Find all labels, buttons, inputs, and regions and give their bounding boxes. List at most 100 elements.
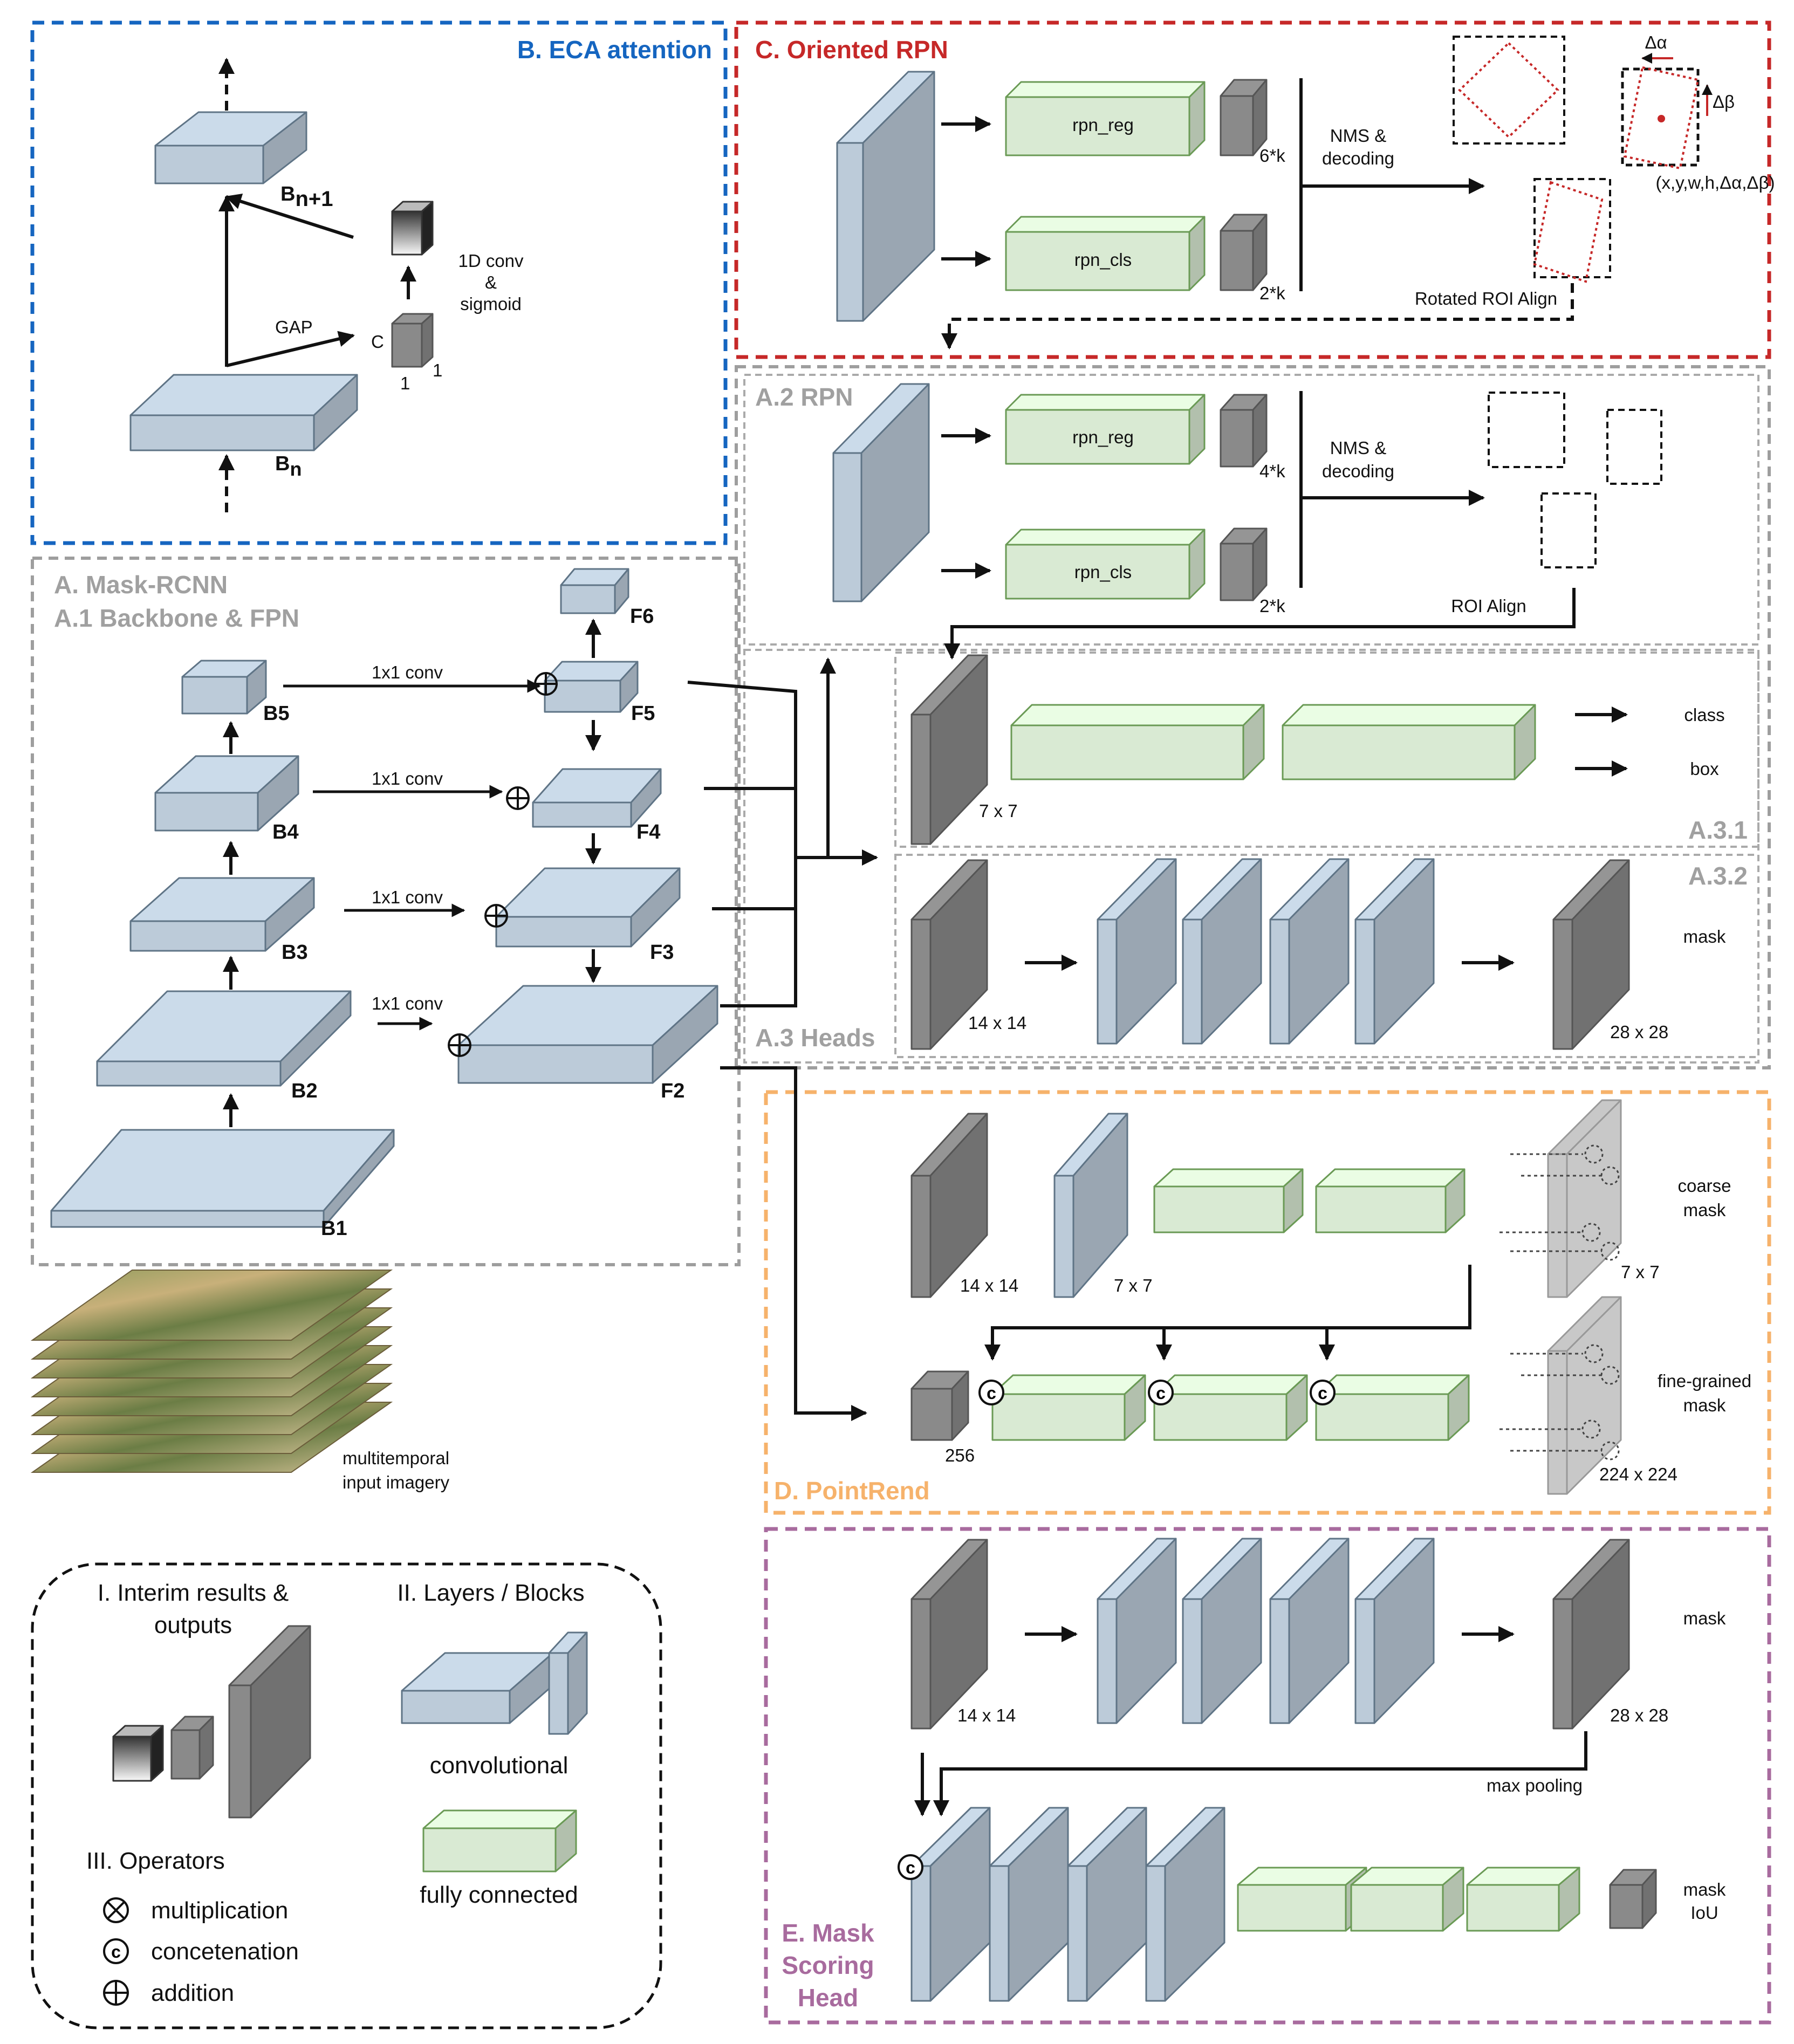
msh-mask-28 (1552, 1539, 1630, 1730)
multiplication-icon (103, 1897, 129, 1923)
orpn-reg-size: 6*k (1259, 146, 1285, 166)
backbone-title: A.1 Backbone & FPN (54, 604, 299, 632)
heads-conv-4 (1354, 858, 1435, 1045)
pr-feedback-line (984, 1265, 1471, 1361)
backbone-b1 (50, 1129, 395, 1228)
eca-conv-line2: & (485, 272, 497, 292)
fpn-f4 (532, 768, 662, 828)
orpn-feature-map (836, 71, 935, 322)
rpn-box-c (1540, 492, 1597, 568)
pointrend-title: D. PointRend (774, 1477, 930, 1505)
bb-label-f4: F4 (636, 821, 660, 843)
pr-coarse-line2: mask (1683, 1200, 1726, 1220)
eca-conv-line3: sigmoid (460, 294, 522, 314)
orpn-params: (x,y,w,h,Δα,Δβ) (1656, 173, 1775, 193)
concat-icon-msh: c (898, 1854, 923, 1880)
pr-point-sampling-marks (1499, 1144, 1620, 1460)
svg-text:c: c (906, 1858, 915, 1877)
input-imagery-stack (30, 1270, 393, 1473)
heads-sub1-frame (894, 651, 1759, 848)
orpn-rotated-b (1623, 66, 1700, 170)
pr-fc-1 (1153, 1168, 1304, 1233)
heads-roi-feature-7 (910, 654, 988, 845)
backbone-b2 (96, 990, 352, 1087)
fpn-f6 (560, 568, 629, 614)
bb-label-b5: B5 (263, 702, 290, 725)
msh-maxpool-label: max pooling (1487, 1775, 1583, 1795)
orpn-roi-dashed-arrow (941, 283, 1574, 349)
pr-fine-line1: fine-grained (1658, 1371, 1751, 1391)
outer-gray-frame (735, 365, 1771, 1069)
heads-size-7: 7 x 7 (979, 801, 1018, 821)
heads-roi-feature-14 (910, 859, 988, 1050)
heads-mask-28 (1552, 859, 1630, 1050)
rpn-roi-align-label: ROI Align (1451, 596, 1526, 616)
rpn-nms-line1: NMS & (1330, 438, 1387, 458)
pr-coarse-line1: coarse (1677, 1176, 1731, 1196)
rpn-rpn-reg-label: rpn_reg (1072, 427, 1134, 447)
eca-vector-c (391, 313, 434, 368)
legend-concatenation: concetenation (151, 1938, 299, 1965)
svg-text:c: c (1156, 1383, 1166, 1403)
eca-conv-line1: 1D conv (458, 251, 524, 271)
rpn-cls-size: 2*k (1259, 596, 1285, 616)
pr-size-14: 14 x 14 (960, 1275, 1018, 1295)
input-caption-line2: input imagery (343, 1472, 450, 1492)
pr-fc-2 (1315, 1168, 1466, 1233)
heads-conv-1 (1097, 858, 1177, 1045)
orpn-frame (734, 20, 1771, 359)
bb-label-b4: B4 (272, 821, 299, 843)
legend-conv-flat (401, 1652, 554, 1724)
pr-fc-3 (991, 1374, 1146, 1441)
eca-frame (30, 20, 728, 545)
rpn-feature-map (832, 383, 930, 602)
eca-title: B. ECA attention (517, 36, 712, 64)
orpn-box-c (1533, 178, 1611, 278)
addition-icon-f4 (506, 786, 530, 810)
orpn-out-cls (1220, 214, 1268, 291)
eca-bn-label: Bn (275, 452, 302, 480)
svg-text:c: c (987, 1383, 996, 1403)
addition-icon-f5 (534, 672, 558, 696)
msh-conv-7 (1067, 1807, 1147, 2002)
legend-frame (31, 1562, 662, 2029)
pr-fc-5 (1315, 1374, 1470, 1441)
eca-multiply-arrow (225, 193, 354, 239)
orpn-cls-size: 2*k (1259, 283, 1285, 303)
orpn-out-reg (1220, 79, 1268, 156)
bb-conv-label-b2: 1x1 conv (372, 993, 443, 1013)
heads-title: A.3 Heads (755, 1024, 875, 1052)
fpn-to-pointrend-arrow (720, 1066, 867, 1421)
orpn-delta-b: Δβ (1713, 92, 1735, 112)
msh-title-line3: Head (798, 1984, 858, 2012)
heads-fc-2 (1282, 704, 1536, 780)
orpn-nms-line1: NMS & (1330, 126, 1387, 146)
heads-mask-label: mask (1683, 927, 1726, 946)
heads-conv-3 (1269, 858, 1350, 1045)
pr-fc-4 (1153, 1374, 1308, 1441)
msh-maxpool-arrow (933, 1731, 1587, 1816)
rpn-roi-arrow (944, 588, 1576, 660)
orpn-fc-cls (1005, 216, 1206, 291)
msh-title-line2: Scoring (782, 1951, 874, 1979)
input-caption-line1: multitemporal (343, 1448, 449, 1468)
eca-gap-label: GAP (275, 317, 313, 337)
eca-bn1-label: Bn+1 (280, 183, 333, 211)
orpn-rpn-reg-label: rpn_reg (1072, 115, 1134, 135)
msh-iou-out (1609, 1869, 1657, 1929)
rpn-nms-line2: decoding (1322, 461, 1394, 481)
heads-class-label: class (1684, 705, 1724, 725)
pr-fine-line2: mask (1683, 1395, 1726, 1415)
fpn-f2 (457, 985, 718, 1084)
legend-interim-large-dark (228, 1625, 311, 1819)
concat-icon-pr-3: c (1310, 1380, 1336, 1405)
orpn-rpn-cls-label: rpn_cls (1074, 250, 1132, 270)
heads-fc-1 (1010, 704, 1265, 780)
backbone-b5 (181, 660, 267, 715)
heads-sub2-title: A.3.2 (1688, 862, 1748, 890)
legend-convolutional: convolutional (430, 1752, 569, 1779)
backbone-b3 (129, 877, 315, 952)
svg-text:c: c (1318, 1383, 1327, 1403)
bb-label-b1: B1 (321, 1217, 347, 1240)
legend-interim-line1: I. Interim results & (98, 1580, 289, 1606)
